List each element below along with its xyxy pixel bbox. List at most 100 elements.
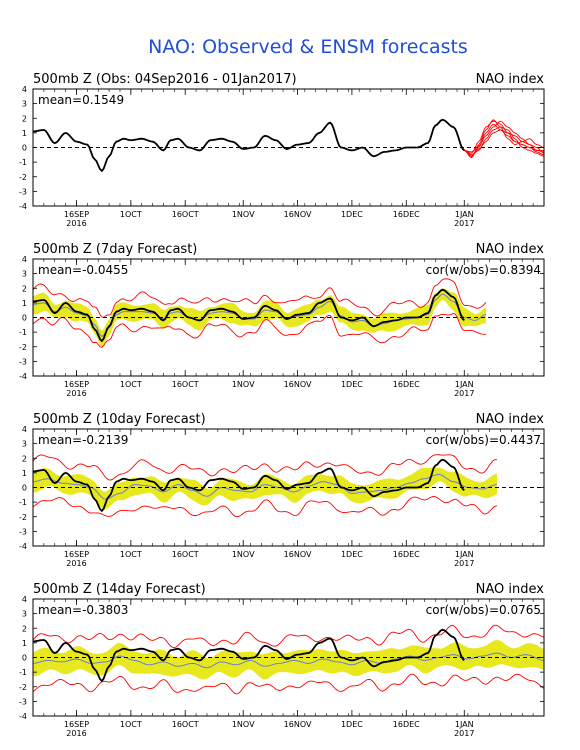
y-tick-label: 4 <box>22 595 27 604</box>
panel-right-label: NAO index <box>476 72 545 87</box>
y-tick-label: 3 <box>22 440 27 449</box>
ensemble-member-line <box>464 129 544 157</box>
y-tick-label: -1 <box>19 498 27 507</box>
x-tick-label: 16DEC <box>393 210 420 219</box>
y-tick-label: -3 <box>19 357 27 366</box>
ensemble-member-line <box>464 120 544 153</box>
figure-title: NAO: Observed & ENSM forecasts <box>148 36 468 58</box>
x-tick-label: 16SEP <box>64 210 89 219</box>
observed-nao-line <box>33 288 465 343</box>
x-tick-label: 1OCT <box>120 210 142 219</box>
x-tick-year: 2017 <box>454 559 474 568</box>
x-tick-label: 1DEC <box>341 210 363 219</box>
correlation-stat: cor(w/obs)=0.8394 <box>426 263 541 277</box>
x-tick-label: 1JAN <box>455 210 474 219</box>
y-tick-label: 3 <box>22 610 27 619</box>
correlation-stat: cor(w/obs)=0.0765 <box>426 603 541 617</box>
chart-panel-2: 500mb Z (7day Forecast) NAO index 4 3 2 1 0 -1 -… <box>19 242 545 398</box>
chart-panel-4: 500mb Z (14day Forecast) NAO index 4 3 2 1 0 -1… <box>19 582 545 738</box>
y-tick-label: 1 <box>22 469 27 478</box>
x-tick-label: 16NOV <box>284 210 312 219</box>
ensemble-lower-bound <box>33 496 498 518</box>
y-tick-label: 0 <box>22 484 27 493</box>
y-tick-label: -2 <box>19 513 27 522</box>
plot-area <box>33 624 544 695</box>
x-tick-label: 1DEC <box>341 380 363 389</box>
x-tick-label: 1OCT <box>120 720 142 729</box>
mean-stat: mean=0.1549 <box>38 93 124 107</box>
ensemble-upper-bound <box>33 454 497 481</box>
y-tick-label: 4 <box>22 425 27 434</box>
y-tick-label: -3 <box>19 187 27 196</box>
x-tick-label: 1NOV <box>232 210 255 219</box>
x-tick-label: 16OCT <box>172 720 199 729</box>
plot-area <box>33 454 544 518</box>
mean-stat: mean=-0.2139 <box>38 433 128 447</box>
panel-title: 500mb Z (7day Forecast) <box>33 242 197 257</box>
x-tick-label: 16OCT <box>172 210 199 219</box>
ensemble-lower-bound <box>33 673 544 695</box>
x-tick-year: 2016 <box>66 559 86 568</box>
y-tick-label: -3 <box>19 697 27 706</box>
x-tick-year: 2016 <box>66 389 86 398</box>
ensemble-member-line <box>464 119 544 159</box>
y-tick-label: 3 <box>22 100 27 109</box>
x-tick-label: 1JAN <box>455 380 474 389</box>
ensemble-member-line <box>464 126 544 157</box>
x-tick-label: 1OCT <box>120 550 142 559</box>
y-tick-label: 3 <box>22 270 27 279</box>
x-tick-label: 1NOV <box>232 380 255 389</box>
ensemble-lower-bound <box>33 313 487 348</box>
y-tick-label: 0 <box>22 314 27 323</box>
y-tick-label: 1 <box>22 299 27 308</box>
x-tick-label: 16OCT <box>172 380 199 389</box>
y-tick-label: -3 <box>19 527 27 536</box>
y-tick-label: -2 <box>19 173 27 182</box>
x-tick-label: 1JAN <box>455 720 474 729</box>
chart-panel-3: 500mb Z (10day Forecast) NAO index 4 3 2 1 0 -1… <box>19 412 545 568</box>
x-tick-year: 2017 <box>454 389 474 398</box>
ensemble-spread-band <box>33 640 544 680</box>
x-tick-label: 16SEP <box>64 550 89 559</box>
ensemble-spread-band <box>33 467 497 510</box>
mean-stat: mean=-0.0455 <box>38 263 128 277</box>
x-tick-label: 16OCT <box>172 550 199 559</box>
y-tick-label: 4 <box>22 85 27 94</box>
y-tick-label: -2 <box>19 343 27 352</box>
plot-area <box>33 118 544 173</box>
observed-nao-line <box>33 628 465 683</box>
x-tick-label: 1JAN <box>455 550 474 559</box>
ensemble-upper-bound <box>33 624 544 649</box>
y-tick-label: -1 <box>19 158 27 167</box>
x-tick-label: 16DEC <box>393 380 420 389</box>
y-tick-label: 0 <box>22 144 27 153</box>
panel-right-label: NAO index <box>476 582 545 597</box>
x-tick-label: 1DEC <box>341 720 363 729</box>
x-tick-year: 2016 <box>66 219 86 228</box>
x-tick-year: 2016 <box>66 729 86 738</box>
chart-panel-1: 500mb Z (Obs: 04Sep2016 - 01Jan2017) NAO … <box>19 72 545 228</box>
x-tick-label: 16SEP <box>64 380 89 389</box>
ensemble-upper-bound <box>33 278 487 318</box>
panel-title: 500mb Z (10day Forecast) <box>33 412 206 427</box>
panel-title: 500mb Z (Obs: 04Sep2016 - 01Jan2017) <box>33 72 297 87</box>
y-tick-label: 1 <box>22 129 27 138</box>
x-tick-year: 2017 <box>454 729 474 738</box>
y-tick-label: 0 <box>22 654 27 663</box>
x-tick-year: 2017 <box>454 219 474 228</box>
y-tick-label: 1 <box>22 639 27 648</box>
x-tick-label: 1OCT <box>120 380 142 389</box>
panel-right-label: NAO index <box>476 412 545 427</box>
x-tick-label: 1DEC <box>341 550 363 559</box>
panel-title: 500mb Z (14day Forecast) <box>33 582 206 597</box>
ensemble-mean-line <box>33 473 497 500</box>
y-tick-label: 2 <box>22 624 27 633</box>
y-tick-label: -4 <box>19 542 27 551</box>
observed-nao-line <box>33 458 465 513</box>
mean-stat: mean=-0.3803 <box>38 603 128 617</box>
y-tick-label: -1 <box>19 668 27 677</box>
panels: 500mb Z (Obs: 04Sep2016 - 01Jan2017) NAO … <box>19 72 545 738</box>
x-tick-label: 16SEP <box>64 720 89 729</box>
y-tick-label: -4 <box>19 372 27 381</box>
